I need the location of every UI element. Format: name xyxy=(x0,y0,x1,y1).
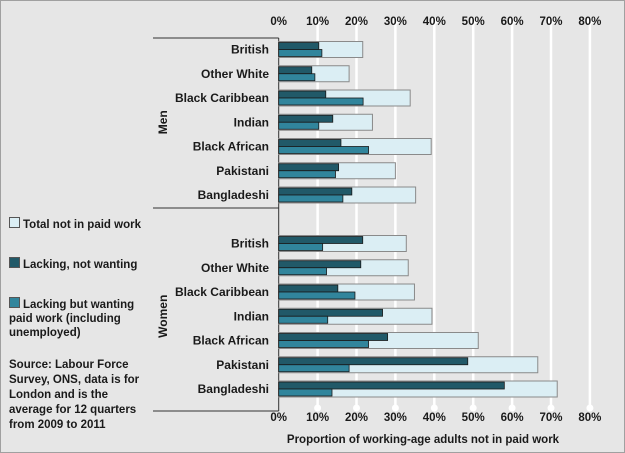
bar-lacking-wanting xyxy=(278,267,327,276)
category-label: Black African xyxy=(193,140,269,154)
bar-lacking-wanting xyxy=(278,146,369,154)
x-tick-label-top: 80% xyxy=(578,16,601,28)
legend-swatch-not-wanting xyxy=(9,257,20,268)
x-tick-label-bottom: 70% xyxy=(539,412,562,424)
gridline-end xyxy=(469,17,477,25)
legend-label-not-wanting: Lacking, not wanting xyxy=(23,259,138,271)
x-tick-label-bottom: 50% xyxy=(462,412,485,424)
bar-lacking-wanting xyxy=(278,170,336,179)
category-label: Black African xyxy=(193,334,269,348)
category-label: Indian xyxy=(234,309,269,323)
bar-lacking-wanting xyxy=(278,121,320,130)
bar-lacking-wanting xyxy=(278,291,356,300)
source-note: Source: Labour Force Survey, ONS, data i… xyxy=(9,359,140,431)
legend-swatch-total xyxy=(9,217,20,228)
x-tick-label-top: 30% xyxy=(384,16,407,28)
category-label: British xyxy=(231,237,269,251)
bar-lacking-wanting xyxy=(278,194,344,203)
gridline-end xyxy=(547,404,555,412)
bar-lacking-not-wanting xyxy=(278,333,389,341)
category-label: Other White xyxy=(201,67,269,81)
x-tick-label-top: 0% xyxy=(270,16,287,28)
gridline-end xyxy=(430,404,438,412)
gridline-end xyxy=(586,404,594,412)
x-tick-label-bottom: 80% xyxy=(578,412,601,424)
x-tick-label-top: 70% xyxy=(539,16,562,28)
bar-lacking-wanting xyxy=(278,315,329,324)
category-label: Bangladeshi xyxy=(198,188,269,202)
gridline-end xyxy=(469,404,477,412)
bar-lacking-not-wanting xyxy=(278,381,505,390)
x-tick-label-bottom: 40% xyxy=(423,412,446,424)
bar-lacking-not-wanting xyxy=(278,260,362,269)
gridline-end xyxy=(353,404,360,412)
bar-lacking-not-wanting xyxy=(278,139,342,147)
bar-lacking-wanting xyxy=(278,388,333,397)
category-label: Indian xyxy=(234,115,269,129)
category-label: Black Caribbean xyxy=(175,91,269,105)
gridline-end xyxy=(508,17,516,25)
gridline-end xyxy=(391,404,399,412)
bar-lacking-not-wanting xyxy=(278,66,313,75)
category-label: British xyxy=(231,43,269,57)
x-tick-label-top: 60% xyxy=(501,16,524,28)
gridline-end xyxy=(314,404,322,412)
x-tick-label-top: 50% xyxy=(462,16,485,28)
gridline-end xyxy=(430,17,438,25)
legend-swatch-wanting xyxy=(9,297,20,308)
bar-lacking-not-wanting xyxy=(278,308,383,317)
group-label-women: Women xyxy=(156,295,170,338)
legend-item-not-wanting: Lacking, not wanting xyxy=(9,257,149,272)
bar-lacking-not-wanting xyxy=(278,90,327,99)
bar-lacking-not-wanting xyxy=(278,284,339,293)
gridline-end xyxy=(586,17,594,25)
bar-lacking-not-wanting xyxy=(278,114,334,123)
bar-lacking-wanting xyxy=(278,49,323,57)
x-tick-label-bottom: 30% xyxy=(384,412,407,424)
bar-lacking-wanting xyxy=(278,97,364,106)
x-tick-label-top: 20% xyxy=(345,16,368,28)
bar-lacking-wanting xyxy=(278,73,316,82)
x-tick-label-bottom: 20% xyxy=(345,412,368,424)
legend-label-total: Total not in paid work xyxy=(23,219,141,231)
x-tick-label-bottom: 10% xyxy=(306,412,329,424)
gridline-end xyxy=(547,17,555,25)
group-label-men: Men xyxy=(156,110,170,134)
x-tick-label-top: 10% xyxy=(306,16,329,28)
gridline-end xyxy=(353,17,360,25)
category-label: Bangladeshi xyxy=(198,382,269,396)
x-tick-label-top: 40% xyxy=(423,16,446,28)
x-tick-label-bottom: 60% xyxy=(501,412,524,424)
category-label: Pakistani xyxy=(216,164,269,178)
category-label: Black Caribbean xyxy=(175,285,269,299)
gridline-end xyxy=(508,404,516,412)
gridline-end xyxy=(314,17,322,25)
x-tick-label-bottom: 0% xyxy=(270,412,287,424)
bar-lacking-not-wanting xyxy=(278,357,469,366)
legend-item-total: Total not in paid work xyxy=(9,217,149,232)
category-label: Pakistani xyxy=(216,358,269,372)
bar-lacking-not-wanting xyxy=(278,42,320,50)
gridline-end xyxy=(391,17,399,25)
category-label: Other White xyxy=(201,261,269,275)
bar-lacking-not-wanting xyxy=(278,236,364,244)
bar-lacking-wanting xyxy=(278,243,324,251)
bar-lacking-not-wanting xyxy=(278,163,340,172)
bar-lacking-wanting xyxy=(278,364,350,373)
bar-lacking-not-wanting xyxy=(278,187,353,196)
legend-item-wanting: Lacking but wanting paid work (including… xyxy=(9,297,149,340)
legend-label-wanting: Lacking but wanting paid work (including… xyxy=(9,299,135,339)
x-axis-label: Proportion of working-age adults not in … xyxy=(287,434,560,446)
bar-lacking-wanting xyxy=(278,340,369,348)
